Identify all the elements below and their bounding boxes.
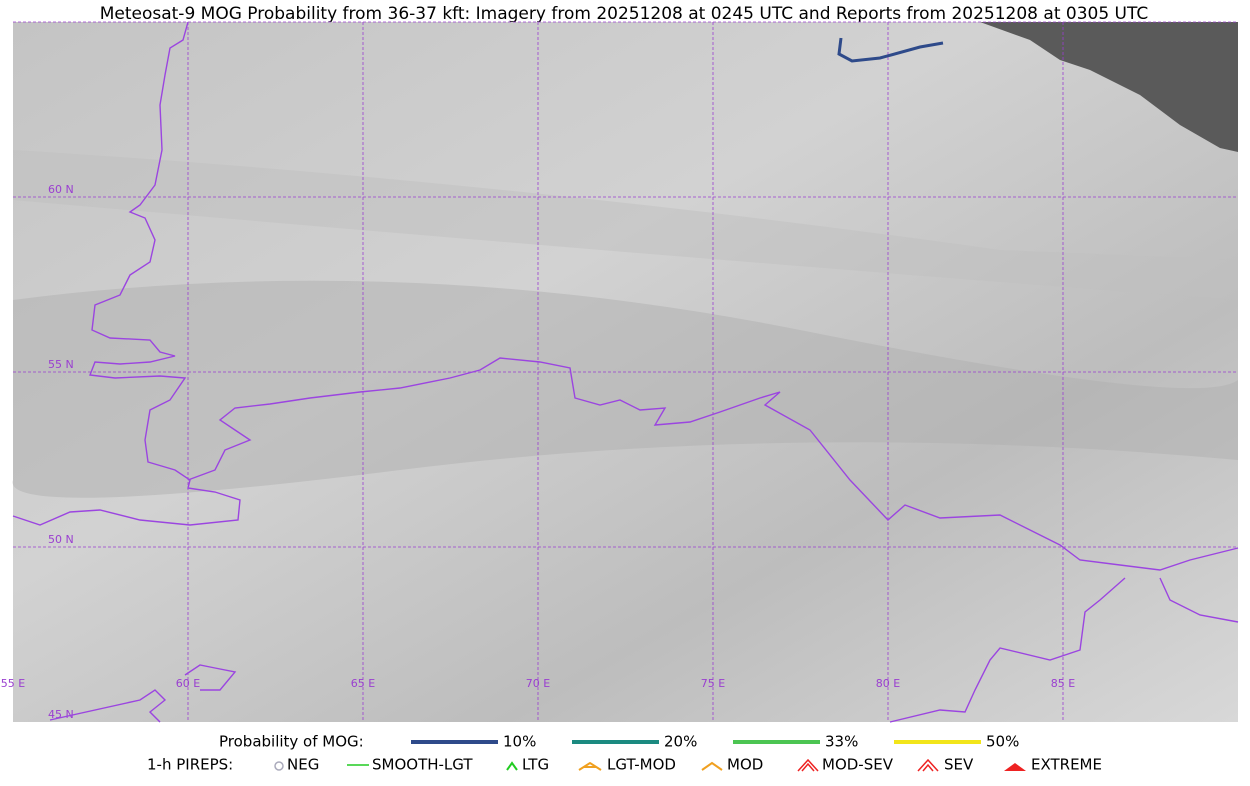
lon-label: 85 E	[1051, 677, 1075, 690]
legend: Probability of MOG: 10% 20% 33% 50% 1-h PIREP…	[147, 733, 1102, 774]
pirep-icon	[797, 758, 819, 772]
legend-label: 33%	[825, 733, 858, 751]
border	[1159, 577, 1239, 623]
lat-label: 60 N	[48, 183, 74, 196]
legend-label: 50%	[986, 733, 1019, 751]
lon-label: 55 E	[1, 677, 25, 690]
legend-label: 10%	[503, 733, 536, 751]
lon-label: 60 E	[176, 677, 200, 690]
title: Meteosat-9 MOG Probability from 36-37 kf…	[100, 4, 1149, 24]
legend-label: MOD	[727, 756, 763, 774]
lat-label: 50 N	[48, 533, 74, 546]
legend-label: MOD-SEV	[822, 756, 894, 774]
no-data-region	[980, 22, 1238, 152]
borders	[12, 21, 1239, 723]
lon-label: 65 E	[351, 677, 375, 690]
lat-label: 55 N	[48, 358, 74, 371]
lon-label: 70 E	[526, 677, 550, 690]
legend-label: LGT-MOD	[607, 756, 676, 774]
legend-title: Probability of MOG:	[219, 733, 364, 751]
pirep-icon	[917, 758, 939, 772]
legend-label: EXTREME	[1031, 756, 1102, 774]
legend-label: 20%	[664, 733, 697, 751]
legend-title: 1-h PIREPS:	[147, 756, 233, 774]
border	[12, 21, 241, 526]
lon-label: 80 E	[876, 677, 900, 690]
pirep-icon	[1004, 763, 1026, 771]
border	[889, 577, 1126, 723]
pirep-icon	[506, 761, 518, 771]
cloud-band	[13, 150, 1238, 300]
cloud-band	[12, 280, 1238, 498]
border	[49, 664, 237, 723]
pirep-icon	[274, 761, 284, 771]
legend-label: SEV	[944, 756, 974, 774]
mog-contour	[837, 37, 944, 63]
pirep-icon	[701, 761, 723, 771]
lat-label: 45 N	[48, 708, 74, 721]
lon-label: 75 E	[701, 677, 725, 690]
legend-label: NEG	[287, 756, 319, 774]
pirep-icon	[578, 761, 602, 771]
legend-label: LTG	[522, 756, 549, 774]
border	[187, 357, 1239, 571]
graticule: 55 E 60 E 65 E 70 E 75 E 80 E 85 E 60 N 55 N 50 N…	[1, 21, 1238, 722]
legend-label: SMOOTH-LGT	[372, 756, 473, 774]
